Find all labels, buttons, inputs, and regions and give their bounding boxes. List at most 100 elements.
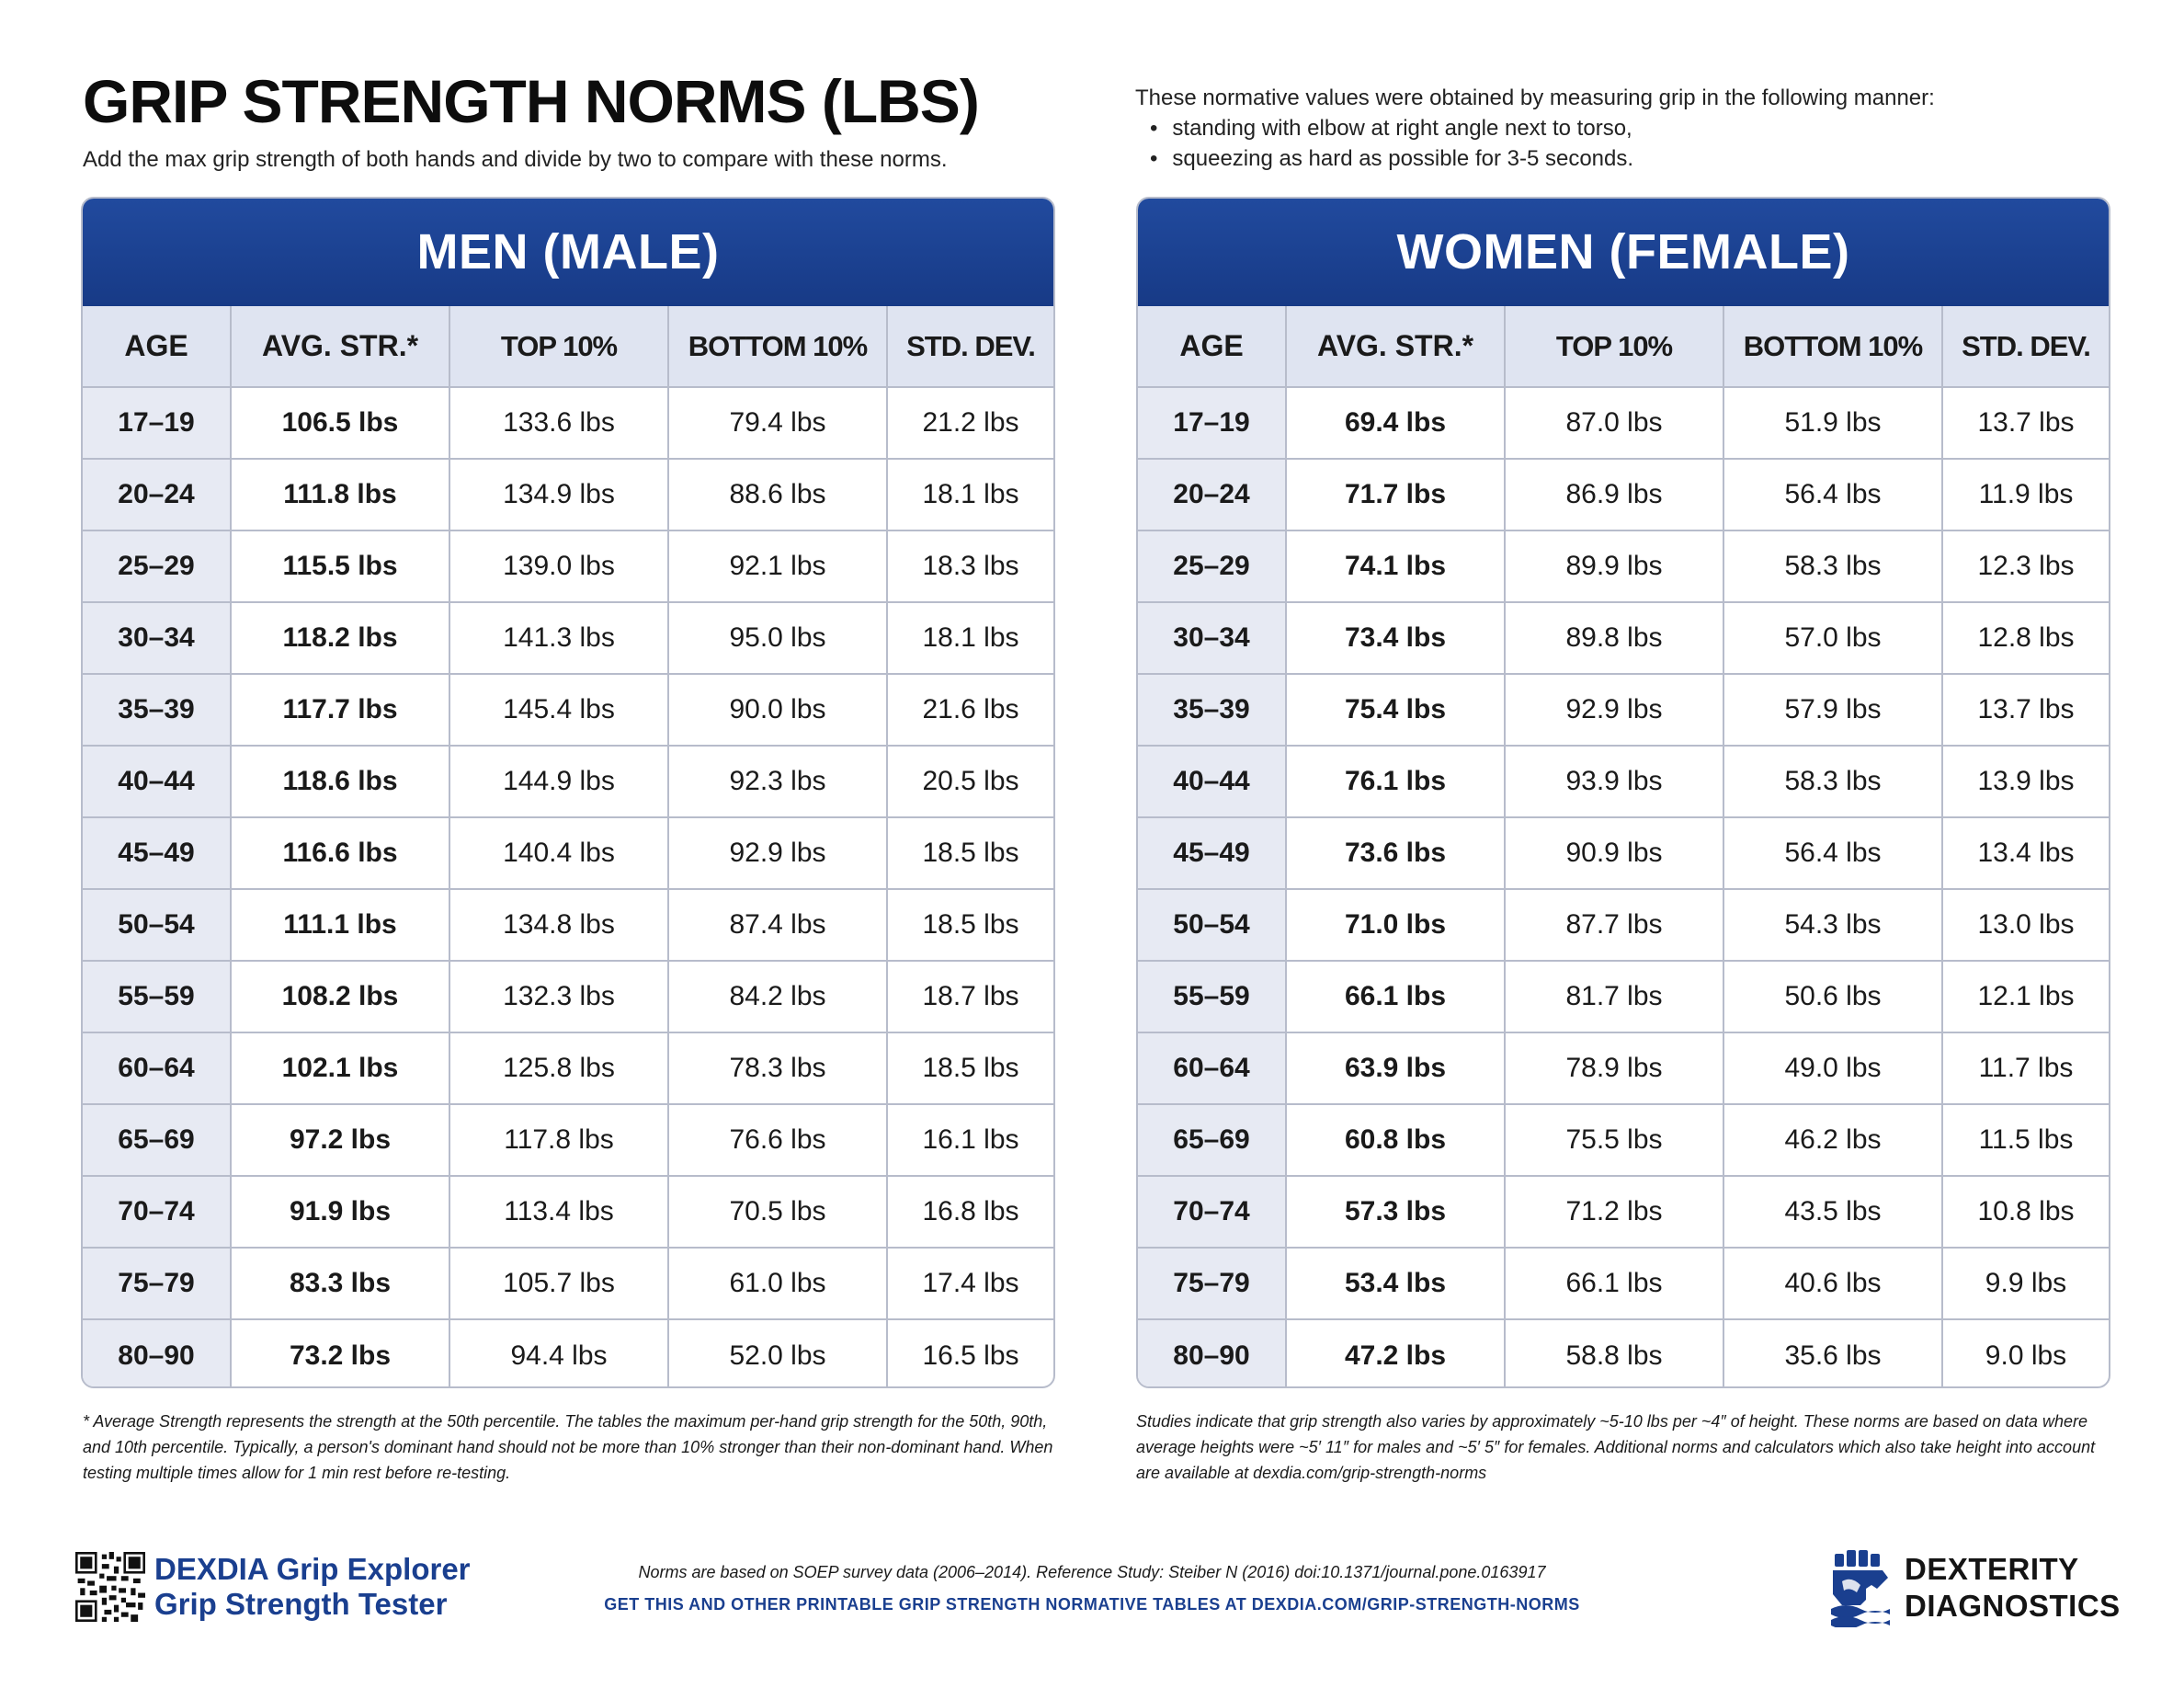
age-cell: 30–34	[83, 602, 232, 675]
table-row: 17–19 69.4 lbs 87.0 lbs 51.9 lbs 13.7 lbs	[1138, 387, 2109, 460]
avg-strength-cell: 117.7 lbs	[231, 674, 450, 747]
col-header-top: TOP 10%	[1505, 306, 1724, 388]
avg-strength-cell: 66.1 lbs	[1286, 961, 1506, 1033]
bottom-10-cell: 49.0 lbs	[1723, 1032, 1943, 1105]
method-point: squeezing as hard as possible for 3-5 se…	[1150, 143, 1935, 174]
avg-strength-cell: 102.1 lbs	[231, 1032, 450, 1105]
age-cell: 80–90	[83, 1319, 232, 1386]
table-row: 50–54 71.0 lbs 87.7 lbs 54.3 lbs 13.0 lbs	[1138, 889, 2109, 962]
bottom-10-cell: 58.3 lbs	[1723, 530, 1943, 603]
std-dev-cell: 18.1 lbs	[887, 602, 1053, 675]
bottom-10-cell: 57.9 lbs	[1723, 674, 1943, 747]
method-list: standing with elbow at right angle next …	[1135, 113, 1935, 174]
age-cell: 20–24	[1138, 459, 1287, 531]
std-dev-cell: 18.7 lbs	[887, 961, 1053, 1033]
table-row: 30–34 73.4 lbs 89.8 lbs 57.0 lbs 12.8 lbs	[1138, 602, 2109, 675]
avg-strength-cell: 108.2 lbs	[231, 961, 450, 1033]
top-10-cell: 134.9 lbs	[449, 459, 669, 531]
age-cell: 25–29	[1138, 530, 1287, 603]
method-intro: These normative values were obtained by …	[1135, 86, 1935, 110]
avg-strength-cell: 69.4 lbs	[1286, 387, 1506, 460]
age-cell: 17–19	[83, 387, 232, 460]
std-dev-cell: 10.8 lbs	[1942, 1176, 2109, 1249]
table-row: 80–90 73.2 lbs 94.4 lbs 52.0 lbs 16.5 lbs	[83, 1319, 1053, 1386]
top-10-cell: 132.3 lbs	[449, 961, 669, 1033]
hand-logo-icon	[1831, 1550, 1890, 1627]
age-cell: 80–90	[1138, 1319, 1287, 1386]
table-row: 25–29 115.5 lbs 139.0 lbs 92.1 lbs 18.3 lbs	[83, 530, 1053, 603]
bottom-10-cell: 50.6 lbs	[1723, 961, 1943, 1033]
top-10-cell: 78.9 lbs	[1505, 1032, 1724, 1105]
avg-strength-cell: 47.2 lbs	[1286, 1319, 1506, 1386]
top-10-cell: 89.8 lbs	[1505, 602, 1724, 675]
table-row: 50–54 111.1 lbs 134.8 lbs 87.4 lbs 18.5 lbs	[83, 889, 1053, 962]
top-10-cell: 125.8 lbs	[449, 1032, 669, 1105]
table-row: 65–69 97.2 lbs 117.8 lbs 76.6 lbs 16.1 lbs	[83, 1104, 1053, 1177]
col-header-avg: AVG. STR.*	[1286, 306, 1506, 388]
footnote-height: Studies indicate that grip strength also…	[1136, 1412, 2096, 1482]
avg-strength-cell: 111.8 lbs	[231, 459, 450, 531]
avg-strength-cell: 53.4 lbs	[1286, 1248, 1506, 1320]
avg-strength-cell: 75.4 lbs	[1286, 674, 1506, 747]
col-header-bottom: BOTTOM 10%	[668, 306, 888, 388]
col-header-top: TOP 10%	[449, 306, 669, 388]
std-dev-cell: 12.1 lbs	[1942, 961, 2109, 1033]
table-row: 60–64 102.1 lbs 125.8 lbs 78.3 lbs 18.5 lbs	[83, 1032, 1053, 1105]
age-cell: 75–79	[1138, 1248, 1287, 1320]
std-dev-cell: 13.0 lbs	[1942, 889, 2109, 962]
brand-right-line1: DEXTERITY	[1905, 1552, 2079, 1586]
bottom-10-cell: 54.3 lbs	[1723, 889, 1943, 962]
age-cell: 65–69	[1138, 1104, 1287, 1177]
top-10-cell: 90.9 lbs	[1505, 817, 1724, 890]
bottom-10-cell: 95.0 lbs	[668, 602, 888, 675]
brand-left-line1: DEXDIA Grip Explorer	[154, 1552, 471, 1586]
qr-code-icon	[75, 1552, 145, 1622]
page-title: GRIP STRENGTH NORMS (LBS)	[83, 67, 980, 135]
top-10-cell: 140.4 lbs	[449, 817, 669, 890]
top-10-cell: 133.6 lbs	[449, 387, 669, 460]
std-dev-cell: 16.8 lbs	[887, 1176, 1053, 1249]
table-row: 55–59 108.2 lbs 132.3 lbs 84.2 lbs 18.7 lbs	[83, 961, 1053, 1033]
std-dev-cell: 11.5 lbs	[1942, 1104, 2109, 1177]
table-row: 55–59 66.1 lbs 81.7 lbs 50.6 lbs 12.1 lbs	[1138, 961, 2109, 1033]
top-10-cell: 66.1 lbs	[1505, 1248, 1724, 1320]
top-10-cell: 92.9 lbs	[1505, 674, 1724, 747]
col-header-age: AGE	[1138, 306, 1287, 388]
avg-strength-cell: 106.5 lbs	[231, 387, 450, 460]
std-dev-cell: 12.8 lbs	[1942, 602, 2109, 675]
std-dev-cell: 18.5 lbs	[887, 889, 1053, 962]
table-row: 65–69 60.8 lbs 75.5 lbs 46.2 lbs 11.5 lbs	[1138, 1104, 2109, 1177]
age-cell: 70–74	[83, 1176, 232, 1249]
bottom-10-cell: 57.0 lbs	[1723, 602, 1943, 675]
avg-strength-cell: 111.1 lbs	[231, 889, 450, 962]
table-row: 40–44 76.1 lbs 93.9 lbs 58.3 lbs 13.9 lbs	[1138, 746, 2109, 818]
bottom-10-cell: 90.0 lbs	[668, 674, 888, 747]
age-cell: 45–49	[83, 817, 232, 890]
avg-strength-cell: 57.3 lbs	[1286, 1176, 1506, 1249]
std-dev-cell: 16.5 lbs	[922, 1340, 1019, 1371]
col-header-bottom: BOTTOM 10%	[1723, 306, 1943, 388]
std-dev-cell: 21.2 lbs	[887, 387, 1053, 460]
bottom-10-cell: 84.2 lbs	[668, 961, 888, 1033]
age-cell: 17–19	[1138, 387, 1287, 460]
bottom-10-cell: 88.6 lbs	[668, 459, 888, 531]
bottom-10-cell: 87.4 lbs	[668, 889, 888, 962]
table-row: 35–39 117.7 lbs 145.4 lbs 90.0 lbs 21.6 lbs	[83, 674, 1053, 747]
top-10-cell: 105.7 lbs	[449, 1248, 669, 1320]
top-10-cell: 117.8 lbs	[449, 1104, 669, 1177]
table-row: 45–49 116.6 lbs 140.4 lbs 92.9 lbs 18.5 lbs	[83, 817, 1053, 890]
website-link[interactable]: GET THIS AND OTHER PRINTABLE GRIP STRENG…	[604, 1595, 1580, 1614]
men-table: MEN (MALE) AGE AVG. STR.* TOP 10% BOTTOM…	[81, 197, 1055, 1388]
bottom-10-cell: 35.6 lbs	[1723, 1319, 1943, 1386]
std-dev-cell: 9.0 lbs	[1985, 1340, 2067, 1371]
top-10-cell: 145.4 lbs	[449, 674, 669, 747]
age-cell: 60–64	[83, 1032, 232, 1105]
top-10-cell: 87.0 lbs	[1505, 387, 1724, 460]
bottom-10-cell: 61.0 lbs	[668, 1248, 888, 1320]
bottom-10-cell: 58.3 lbs	[1723, 746, 1943, 818]
table-row: 40–44 118.6 lbs 144.9 lbs 92.3 lbs 20.5 lbs	[83, 746, 1053, 818]
avg-strength-cell: 76.1 lbs	[1286, 746, 1506, 818]
std-dev-cell: 11.7 lbs	[1942, 1032, 2109, 1105]
bottom-10-cell: 79.4 lbs	[668, 387, 888, 460]
top-10-cell: 75.5 lbs	[1505, 1104, 1724, 1177]
